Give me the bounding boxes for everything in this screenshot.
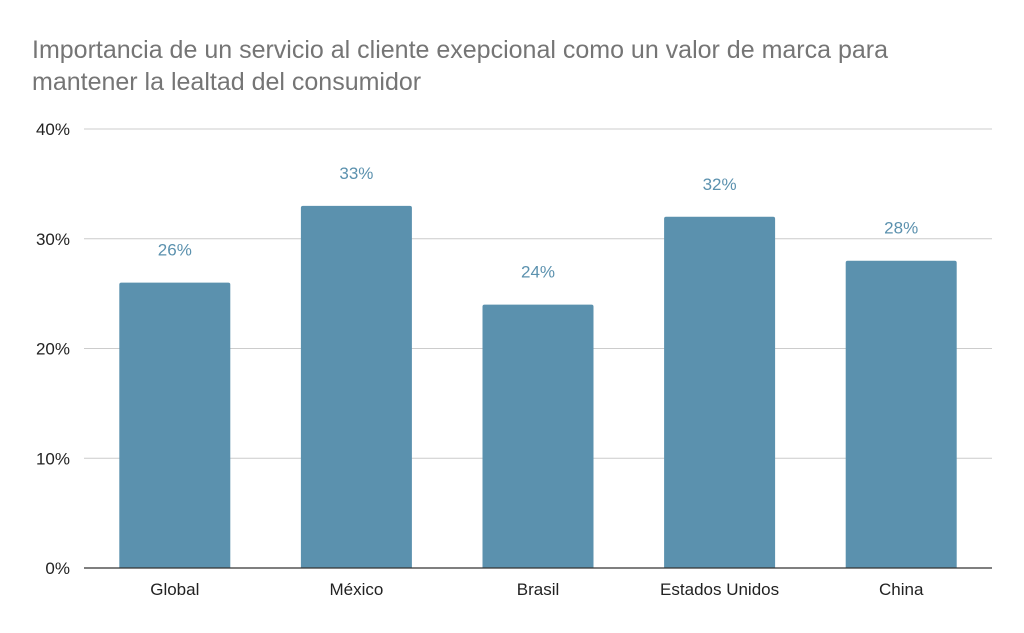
bar	[482, 304, 594, 568]
bars	[119, 205, 957, 569]
bar	[664, 216, 776, 569]
data-labels: 26% 33% 24% 32% 28%	[158, 164, 918, 282]
data-label: 28%	[884, 219, 918, 238]
bar	[119, 282, 231, 568]
data-label: 33%	[339, 164, 373, 183]
data-label: 32%	[703, 175, 737, 194]
x-tick-label: Global	[150, 580, 199, 599]
x-tick-label: Brasil	[517, 580, 560, 599]
y-tick-label: 40%	[36, 120, 70, 139]
y-tick-label: 10%	[36, 449, 70, 468]
bar	[300, 205, 412, 568]
data-label: 24%	[521, 263, 555, 282]
data-label: 26%	[158, 241, 192, 260]
x-axis-tick-labels: Global México Brasil Estados Unidos China	[150, 580, 924, 599]
bar	[845, 260, 957, 568]
x-tick-label: México	[329, 580, 383, 599]
y-tick-label: 20%	[36, 340, 70, 359]
x-tick-label: Estados Unidos	[660, 580, 779, 599]
chart-title: Importancia de un servicio al cliente ex…	[32, 36, 889, 96]
x-tick-label: China	[879, 580, 924, 599]
y-tick-label: 30%	[36, 230, 70, 249]
y-axis-tick-labels: 0% 10% 20% 30% 40%	[36, 120, 70, 578]
y-tick-label: 0%	[45, 559, 70, 578]
